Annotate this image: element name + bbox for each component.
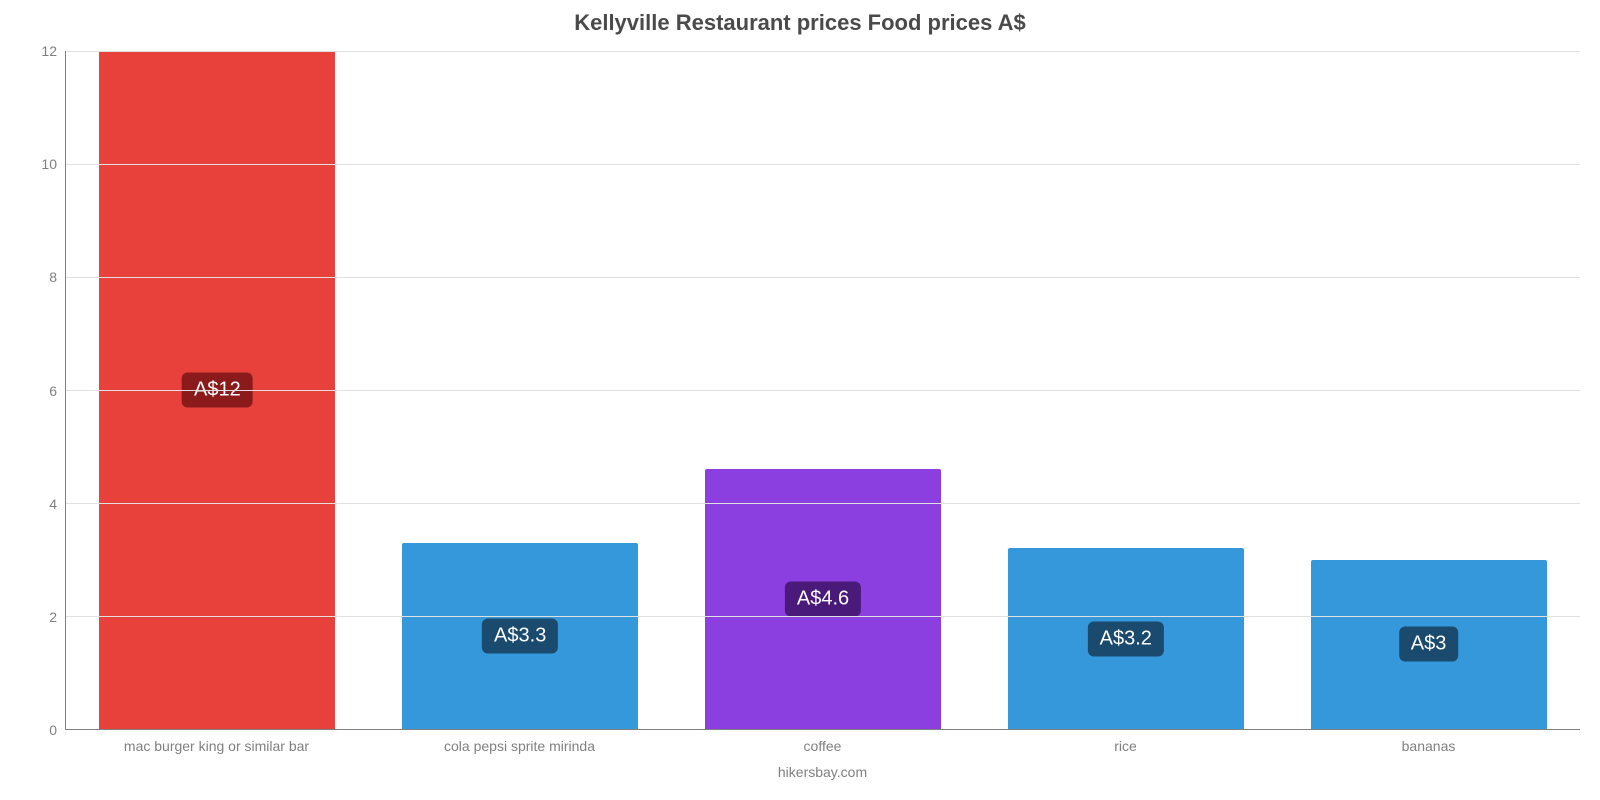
x-category-label: cola pepsi sprite mirinda bbox=[368, 738, 671, 754]
bar-value-label: A$3 bbox=[1399, 627, 1459, 662]
y-axis: 024681012 bbox=[20, 51, 65, 730]
bar: A$3.3 bbox=[402, 543, 638, 729]
y-tick-label: 8 bbox=[49, 269, 57, 285]
y-tick-label: 0 bbox=[49, 722, 57, 738]
attribution: hikersbay.com bbox=[65, 764, 1580, 780]
gridline bbox=[66, 51, 1580, 52]
chart-title: Kellyville Restaurant prices Food prices… bbox=[20, 10, 1580, 36]
y-tick-label: 12 bbox=[41, 43, 57, 59]
bar-value-label: A$3.2 bbox=[1088, 621, 1164, 656]
y-tick-label: 2 bbox=[49, 609, 57, 625]
plot-area: A$12A$3.3A$4.6A$3.2A$3 bbox=[65, 51, 1580, 730]
x-category-label: bananas bbox=[1277, 738, 1580, 754]
gridline bbox=[66, 390, 1580, 391]
bar: A$3.2 bbox=[1008, 548, 1244, 729]
x-axis: mac burger king or similar barcola pepsi… bbox=[65, 738, 1580, 754]
x-category-label: mac burger king or similar bar bbox=[65, 738, 368, 754]
bar-value-label: A$3.3 bbox=[482, 618, 558, 653]
gridline bbox=[66, 616, 1580, 617]
chart-area: 024681012 A$12A$3.3A$4.6A$3.2A$3 bbox=[20, 51, 1580, 730]
gridline bbox=[66, 164, 1580, 165]
bar-value-label: A$4.6 bbox=[785, 582, 861, 617]
y-tick-label: 6 bbox=[49, 383, 57, 399]
bar: A$4.6 bbox=[705, 469, 941, 729]
x-category-label: rice bbox=[974, 738, 1277, 754]
x-category-label: coffee bbox=[671, 738, 974, 754]
bar: A$3 bbox=[1311, 560, 1547, 730]
y-tick-label: 10 bbox=[41, 156, 57, 172]
gridline bbox=[66, 277, 1580, 278]
y-tick-label: 4 bbox=[49, 496, 57, 512]
chart-container: Kellyville Restaurant prices Food prices… bbox=[20, 10, 1580, 780]
gridline bbox=[66, 503, 1580, 504]
